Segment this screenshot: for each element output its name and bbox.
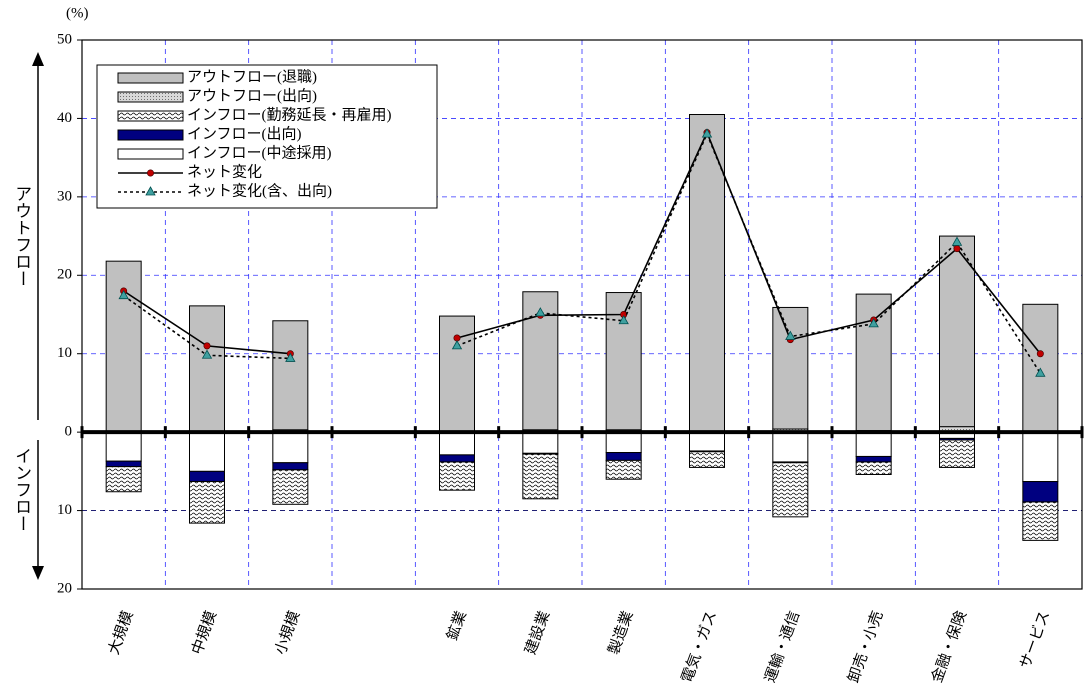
legend-label: インフロー(出向) <box>187 125 302 142</box>
marker <box>147 169 155 177</box>
bar-segment <box>605 431 642 454</box>
bar-segment <box>272 431 309 464</box>
bar-segment <box>189 305 225 432</box>
bar-segment <box>689 451 725 468</box>
x-tick-label: 中規模 <box>189 609 220 657</box>
bar-segment <box>605 459 642 480</box>
bar-segment <box>522 431 559 454</box>
bar-segment <box>522 453 559 500</box>
x-tick-label: 製造業 <box>605 609 636 657</box>
legend-label: アウトフロー(出向) <box>187 87 317 104</box>
y-label-inflow: インフロー <box>12 447 31 532</box>
marker <box>535 307 546 317</box>
x-tick-label: 運輸・通信 <box>762 609 804 685</box>
y-tick-label: 40 <box>57 110 72 126</box>
unit-label: (%) <box>66 5 89 21</box>
y-tick-label: 20 <box>57 267 72 283</box>
legend-label: インフロー(勤務延長・再雇用) <box>187 106 392 123</box>
legend-label: ネット変化 <box>187 163 262 180</box>
bar-segment <box>189 470 225 483</box>
legend-swatch <box>117 110 184 122</box>
bar-segment <box>939 235 975 428</box>
x-tick-label: 金融・保険 <box>928 609 970 685</box>
arrow-up-head <box>32 52 44 66</box>
marker <box>951 236 963 246</box>
marker <box>145 186 156 196</box>
bar-segment <box>689 114 725 432</box>
marker <box>785 330 796 340</box>
bar-segment <box>189 431 225 472</box>
bar-segment <box>272 469 309 505</box>
arrow-down-head <box>32 566 44 580</box>
bar-segment <box>772 431 809 463</box>
y-tick-label: 10 <box>57 345 72 361</box>
marker <box>953 245 961 253</box>
legend-swatch <box>117 91 184 103</box>
y-label-outflow: アウトフロー <box>12 185 31 287</box>
y-tick-label: 0 <box>65 424 73 440</box>
x-tick-label: 建設業 <box>522 609 553 657</box>
bar-segment <box>272 462 309 471</box>
marker <box>618 314 629 325</box>
bar-segment <box>855 431 892 457</box>
y-tick-label: 10 <box>57 502 72 518</box>
marker <box>1036 350 1044 358</box>
x-tick-label: 小規模 <box>272 609 303 657</box>
marker <box>1035 367 1046 377</box>
plot-frame <box>81 39 1083 590</box>
bar-segment <box>1022 501 1059 541</box>
bar-segment <box>939 439 975 468</box>
bar-segment <box>1022 431 1059 483</box>
bar-segment <box>1022 481 1059 503</box>
x-tick-label: 大規模 <box>105 609 136 657</box>
x-tick-label: 鉱業 <box>443 608 470 642</box>
bar-segment <box>272 320 309 431</box>
bar-segment <box>105 431 142 462</box>
legend-label: アウトフロー(退職) <box>187 68 317 85</box>
y-tick-label: 30 <box>57 188 72 204</box>
bar-segment <box>105 260 142 432</box>
y-tick-label: 50 <box>57 31 72 47</box>
bar-segment <box>439 461 475 491</box>
bar-segment <box>855 293 892 432</box>
x-tick-label: 卸売・小売 <box>845 609 887 685</box>
legend-swatch <box>117 148 184 160</box>
marker <box>201 349 213 359</box>
x-tick-label: 電気・ガス <box>678 609 720 685</box>
marker <box>203 342 211 350</box>
marker <box>118 289 129 300</box>
bar-segment <box>439 454 475 463</box>
bar-segment <box>105 460 142 468</box>
bar-segment <box>439 431 475 456</box>
legend-label: ネット変化(含、出向) <box>187 182 332 199</box>
legend-label: インフロー(中途採用) <box>187 144 332 161</box>
bar-segment <box>189 481 225 524</box>
bar-segment <box>855 455 892 463</box>
bar-segment <box>105 466 142 493</box>
marker <box>285 352 296 362</box>
marker <box>701 128 713 138</box>
legend-swatch <box>117 72 184 84</box>
marker <box>451 340 463 350</box>
bar-segment <box>439 315 475 432</box>
bar-segment <box>772 462 809 518</box>
bar-segment <box>605 452 642 461</box>
legend-swatch <box>117 129 184 141</box>
bar-segment <box>689 431 725 452</box>
bar-segment <box>855 461 892 475</box>
bar-segment <box>772 306 809 430</box>
marker <box>868 318 879 328</box>
x-tick-label: サービス <box>1017 609 1054 671</box>
y-tick-label: 20 <box>57 580 72 596</box>
